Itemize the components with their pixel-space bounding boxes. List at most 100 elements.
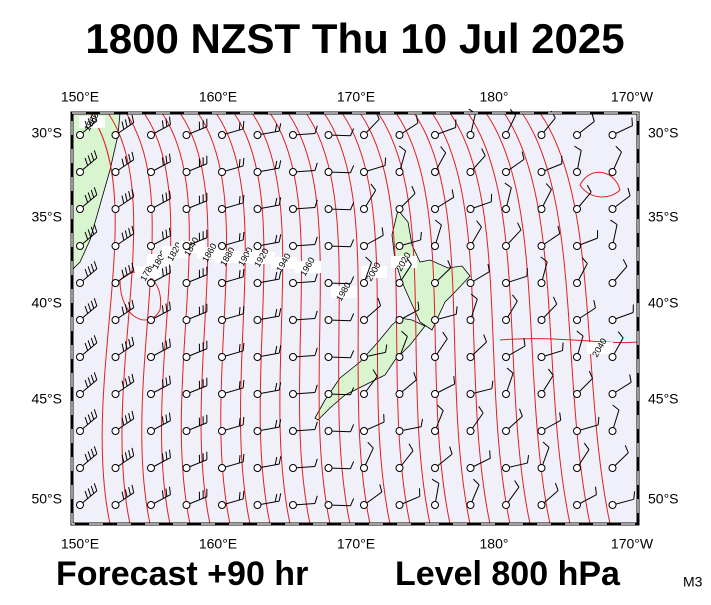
station (432, 280, 439, 287)
station (396, 243, 403, 250)
station (503, 280, 510, 287)
station (325, 391, 332, 398)
station (325, 243, 332, 250)
station (219, 243, 226, 250)
station (112, 132, 119, 139)
station (467, 391, 474, 398)
station (503, 206, 510, 213)
station (148, 206, 155, 213)
station (219, 206, 226, 213)
station (609, 502, 616, 509)
station (77, 354, 84, 361)
station (574, 132, 581, 139)
station (148, 465, 155, 472)
station (574, 169, 581, 176)
station (77, 169, 84, 176)
station (183, 169, 190, 176)
station (538, 428, 545, 435)
station (574, 206, 581, 213)
station (112, 317, 119, 324)
station (609, 391, 616, 398)
station (609, 243, 616, 250)
station (432, 428, 439, 435)
station (467, 280, 474, 287)
map-background (72, 113, 638, 524)
station (254, 354, 261, 361)
station (183, 132, 190, 139)
station (325, 206, 332, 213)
station (183, 354, 190, 361)
lat-label: 50°S (31, 491, 62, 507)
station (574, 465, 581, 472)
lon-label: 180° (480, 89, 509, 105)
station (574, 280, 581, 287)
lat-label: 30°S (31, 125, 62, 141)
station (503, 132, 510, 139)
model-code: M3 (683, 574, 703, 590)
level-label: Level 800 hPa (395, 555, 621, 593)
station (148, 280, 155, 287)
lon-label: 180° (480, 536, 509, 552)
forecast-label: Forecast +90 hr (56, 555, 308, 593)
station (538, 502, 545, 509)
station (290, 317, 297, 324)
station (77, 391, 84, 398)
station (361, 354, 368, 361)
station (183, 465, 190, 472)
station (254, 317, 261, 324)
lon-label: 160°E (199, 536, 237, 552)
station (432, 502, 439, 509)
station (148, 317, 155, 324)
lon-label: 150°E (61, 536, 99, 552)
station (467, 428, 474, 435)
station (609, 317, 616, 324)
barb-feather (490, 450, 491, 458)
station (148, 502, 155, 509)
lat-label: 45°S (31, 391, 62, 407)
station (254, 502, 261, 509)
station (77, 206, 84, 213)
station (325, 465, 332, 472)
station (325, 354, 332, 361)
station (77, 502, 84, 509)
station (290, 502, 297, 509)
station (609, 132, 616, 139)
station (219, 391, 226, 398)
station (396, 502, 403, 509)
station (361, 465, 368, 472)
station (219, 132, 226, 139)
station (325, 428, 332, 435)
station (396, 280, 403, 287)
station (432, 391, 439, 398)
station (290, 169, 297, 176)
station (361, 502, 368, 509)
station (290, 465, 297, 472)
station (254, 465, 261, 472)
station (467, 354, 474, 361)
station (77, 428, 84, 435)
station (467, 317, 474, 324)
station (148, 243, 155, 250)
station (254, 243, 261, 250)
station (219, 428, 226, 435)
station (112, 354, 119, 361)
station (77, 243, 84, 250)
station (432, 465, 439, 472)
lon-label: 160°E (199, 89, 237, 105)
lon-label: 170°W (611, 89, 654, 105)
station (432, 317, 439, 324)
barb-feather (563, 343, 564, 351)
station (112, 502, 119, 509)
station (290, 206, 297, 213)
station (183, 317, 190, 324)
station (467, 132, 474, 139)
station (183, 206, 190, 213)
station (77, 132, 84, 139)
station (574, 502, 581, 509)
station (467, 243, 474, 250)
station (574, 243, 581, 250)
station (219, 354, 226, 361)
station (112, 169, 119, 176)
station (609, 280, 616, 287)
station (432, 132, 439, 139)
